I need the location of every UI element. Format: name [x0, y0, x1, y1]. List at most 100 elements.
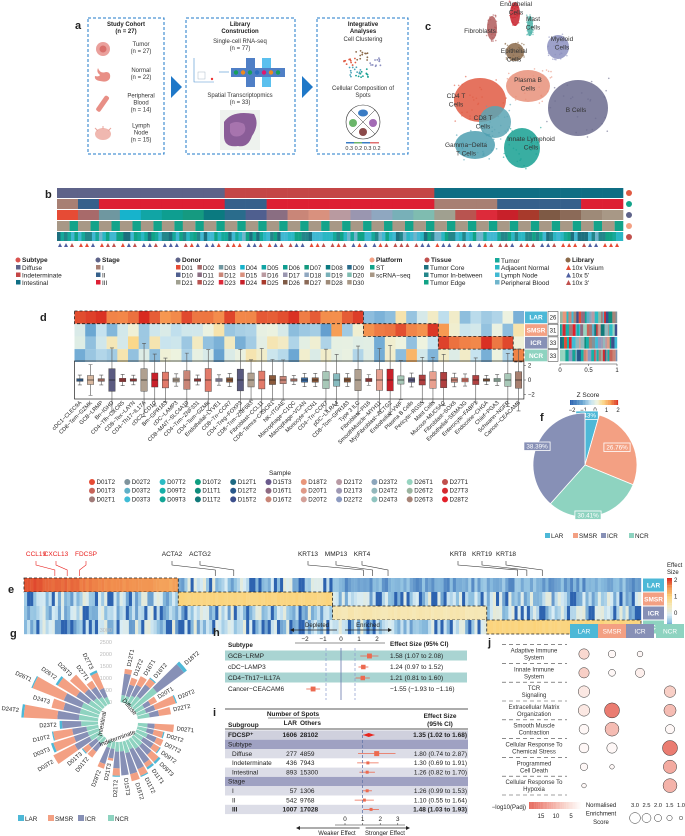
shape — [98, 696, 108, 707]
cluster-label: SMSR — [644, 596, 663, 603]
shape — [495, 31, 498, 33]
tissue-cell — [214, 232, 218, 241]
heatmap-cell — [492, 592, 497, 607]
effect-size-text: 1.80 (0.74 to 2.87) — [414, 751, 467, 758]
heatmap-cell — [255, 606, 259, 621]
composition-segment — [562, 336, 565, 349]
heatmap-cell — [425, 606, 429, 621]
heatmap-cell — [289, 606, 293, 621]
platform-cell — [425, 221, 435, 231]
heatmap-cell — [310, 592, 315, 607]
heatmap-cell — [523, 578, 528, 593]
library-triangle — [363, 243, 368, 247]
zscore-gradient — [615, 400, 617, 405]
shape — [125, 684, 135, 698]
stage-cell — [203, 199, 226, 209]
tissue-cell — [542, 232, 547, 241]
heatmap-cell — [190, 606, 194, 621]
heatmap-cell — [421, 620, 426, 635]
pathway-label: Organization — [517, 712, 551, 718]
effect-size-gradient — [667, 578, 672, 580]
library-triangle — [195, 243, 200, 247]
radial-axis-label: 0 — [109, 700, 112, 706]
heatmap-cell — [243, 606, 247, 621]
heatmap-cell — [277, 311, 289, 324]
shape — [558, 36, 561, 38]
label: D25 — [267, 280, 279, 287]
heatmap-cell — [175, 592, 179, 607]
heatmap-cell — [455, 592, 460, 607]
composition-segment — [583, 324, 588, 336]
shape — [531, 20, 534, 22]
heatmap-cell — [372, 620, 376, 635]
sample-legend-dot — [230, 496, 237, 503]
shape — [576, 116, 579, 118]
row-band — [225, 650, 467, 661]
sample-legend-label: D11T2 — [202, 496, 221, 503]
library-triangle — [315, 243, 320, 247]
legend-swatch — [424, 280, 429, 285]
heatmap-cell — [91, 620, 96, 635]
sample-legend-dot — [194, 487, 201, 494]
heatmap-cell — [499, 620, 503, 635]
tissue-cell — [259, 232, 264, 241]
heatmap-cell — [372, 578, 376, 593]
stage-cell — [77, 199, 100, 209]
shape — [94, 68, 111, 82]
shape — [495, 20, 498, 23]
zscore-gradient — [613, 400, 615, 405]
zscore-gradient — [596, 400, 598, 405]
heatmap-cell — [591, 578, 595, 593]
tissue-cell — [340, 232, 344, 241]
tissue-cell — [371, 232, 376, 241]
heatmap-cell — [141, 592, 145, 607]
shape — [358, 72, 361, 75]
heatmap-cell — [610, 592, 614, 607]
shape — [87, 728, 100, 736]
heatmap-cell — [394, 578, 398, 593]
heatmap-cell — [256, 336, 268, 350]
heatmap-cell — [391, 592, 395, 607]
heatmap-cell — [496, 592, 500, 607]
heatmap-cell — [67, 606, 71, 621]
heatmap-cell — [289, 620, 293, 635]
shape — [508, 143, 510, 146]
tissue-cell — [305, 232, 309, 241]
cluster-label-box — [643, 606, 664, 620]
composition-segment — [564, 336, 568, 349]
heatmap-cell — [36, 592, 40, 607]
heatmap-cell — [261, 606, 265, 621]
tick-label: 3.0 — [631, 803, 639, 809]
shape — [122, 740, 130, 754]
heatmap-cell — [181, 592, 185, 607]
shape — [76, 691, 92, 705]
heatmap-cell — [206, 606, 210, 621]
heatmap-cell — [394, 592, 398, 607]
heatmap-cell — [468, 606, 472, 621]
legend-swatch — [573, 533, 578, 538]
heatmap-cell — [202, 311, 214, 324]
legend-triangle — [566, 265, 571, 270]
heatmap-cell — [276, 592, 281, 607]
sample-legend-dot — [265, 496, 272, 503]
cluster-label: NCR — [529, 353, 543, 360]
heatmap-cell — [249, 592, 253, 607]
heatmap-cell — [209, 592, 213, 607]
tissue-cell — [465, 232, 470, 241]
heatmap-cell — [85, 578, 89, 593]
heatmap-cell — [30, 578, 34, 593]
stage-cell — [140, 199, 163, 209]
heatmap-cell — [277, 323, 289, 337]
heatmap-cell — [212, 620, 216, 635]
radial-bar — [107, 741, 116, 761]
tissue-cell — [133, 232, 138, 241]
heatmap-cell — [256, 323, 268, 337]
sample-legend-dot — [89, 487, 95, 494]
heatmap-cell — [310, 620, 315, 635]
shape — [514, 24, 516, 26]
shape — [92, 741, 103, 752]
composition-segment — [608, 324, 610, 336]
shape — [140, 737, 154, 749]
tissue-cell — [374, 232, 379, 241]
radial-bar — [21, 704, 99, 722]
